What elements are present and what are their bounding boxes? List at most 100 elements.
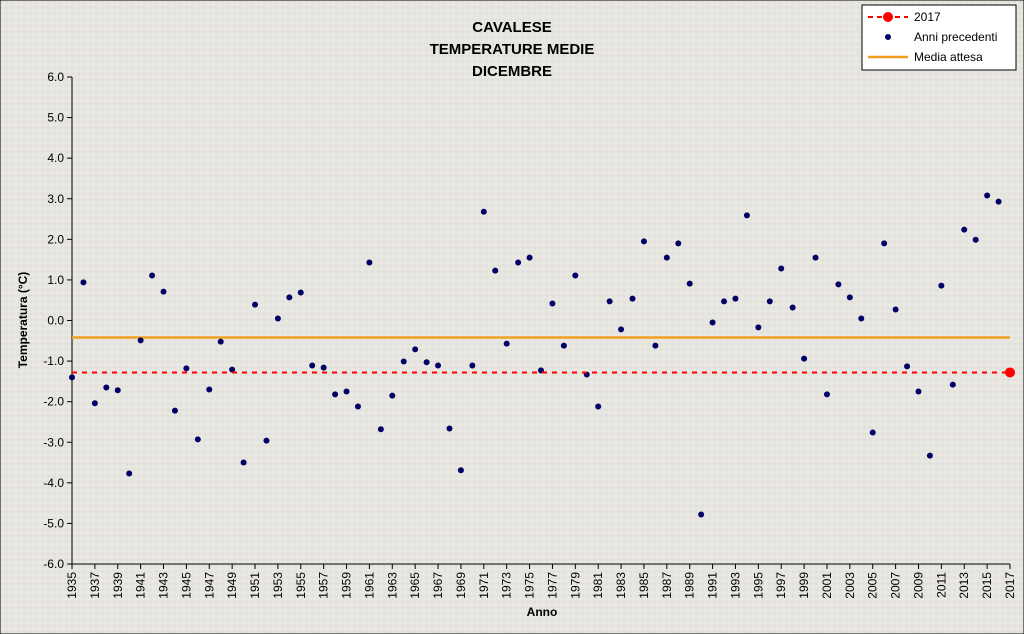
point (171, 407, 178, 414)
y-tick-label: 5.0 (47, 111, 64, 125)
y-tick-label: 3.0 (47, 192, 64, 206)
point (320, 364, 327, 371)
legend-swatch (883, 12, 893, 22)
point (835, 281, 842, 288)
point (755, 324, 762, 331)
point (91, 400, 98, 407)
y-tick-label: 1.0 (47, 273, 64, 287)
x-tick-label: 1985 (637, 572, 651, 599)
x-tick-label: 2005 (866, 572, 880, 599)
point (652, 342, 659, 349)
x-tick-label: 1971 (477, 572, 491, 599)
y-tick-label: 2.0 (47, 232, 64, 246)
x-tick-label: 1977 (545, 572, 559, 599)
point (640, 238, 647, 245)
x-tick-label: 1957 (317, 572, 331, 599)
y-tick-label: 4.0 (47, 151, 64, 165)
x-tick-label: 1991 (706, 572, 720, 599)
point (595, 403, 602, 410)
y-tick-label: 6.0 (47, 70, 64, 84)
x-tick-label: 2017 (1003, 572, 1017, 599)
point (446, 425, 453, 432)
point (435, 362, 442, 369)
point (766, 298, 773, 305)
chart-title: DICEMBRE (472, 63, 552, 80)
point (549, 300, 556, 307)
point (995, 198, 1002, 205)
point (183, 365, 190, 372)
point (869, 429, 876, 436)
point (297, 289, 304, 296)
x-tick-label: 1963 (385, 572, 399, 599)
x-tick-label: 2015 (980, 572, 994, 599)
point (789, 304, 796, 311)
point (80, 279, 87, 286)
point (503, 340, 510, 347)
point (137, 337, 144, 344)
point (904, 363, 911, 370)
point (423, 359, 430, 366)
point (252, 301, 259, 308)
point (560, 342, 567, 349)
x-tick-label: 1965 (408, 572, 422, 599)
legend-label: 2017 (914, 10, 941, 24)
x-tick-label: 1959 (340, 572, 354, 599)
point (618, 326, 625, 333)
point (400, 358, 407, 365)
point (149, 272, 156, 279)
point (194, 436, 201, 443)
x-tick-label: 1955 (294, 572, 308, 599)
y-tick-label: -2.0 (43, 395, 64, 409)
point (229, 366, 236, 373)
y-tick-label: 0.0 (47, 314, 64, 328)
x-tick-label: 1989 (683, 572, 697, 599)
point (366, 259, 373, 266)
point (858, 315, 865, 322)
point (949, 381, 956, 388)
y-axis-title: Temperatura (°C) (16, 272, 30, 369)
x-tick-label: 2013 (957, 572, 971, 599)
point (881, 240, 888, 247)
point (526, 254, 533, 261)
point (743, 212, 750, 219)
point (480, 208, 487, 215)
point (354, 403, 361, 410)
point (412, 346, 419, 353)
x-tick-label: 1967 (431, 572, 445, 599)
legend-label: Media attesa (914, 50, 983, 64)
point (103, 384, 110, 391)
point (629, 295, 636, 302)
y-tick-label: -4.0 (43, 476, 64, 490)
point (469, 362, 476, 369)
point (892, 306, 899, 313)
x-tick-label: 2001 (820, 572, 834, 599)
x-tick-label: 2009 (911, 572, 925, 599)
point (343, 388, 350, 395)
point (515, 259, 522, 266)
point (309, 362, 316, 369)
x-tick-label: 1997 (774, 572, 788, 599)
x-tick-label: 1995 (751, 572, 765, 599)
x-tick-label: 1941 (134, 572, 148, 599)
x-tick-label: 1947 (202, 572, 216, 599)
point (114, 387, 121, 394)
legend-swatch (885, 34, 891, 40)
point (961, 226, 968, 233)
point (457, 467, 464, 474)
point (206, 386, 213, 393)
x-tick-label: 1951 (248, 572, 262, 599)
point (69, 374, 75, 381)
point (274, 315, 281, 322)
point (606, 298, 613, 305)
point (332, 391, 339, 398)
point (732, 295, 739, 302)
y-tick-label: -5.0 (43, 516, 64, 530)
point (972, 236, 979, 243)
x-tick-label: 1979 (568, 572, 582, 599)
point (377, 426, 384, 433)
point (846, 294, 853, 301)
x-tick-label: 2007 (889, 572, 903, 599)
y-tick-label: -1.0 (43, 354, 64, 368)
current-year-point (1005, 367, 1015, 378)
